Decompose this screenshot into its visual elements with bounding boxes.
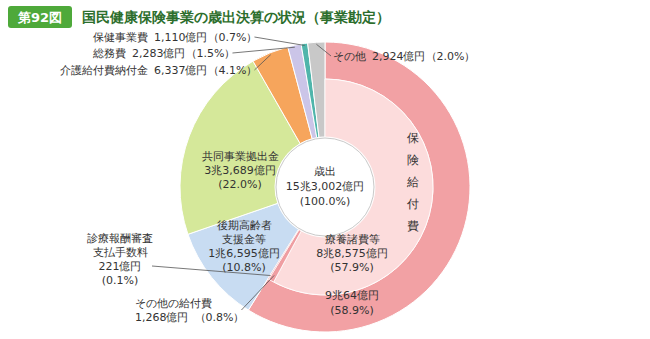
leader-line — [254, 55, 270, 70]
slice-label: 介護給付費納付金 6,337億円（4.1%） — [60, 64, 257, 77]
category-label: 共同事業拠出金 — [202, 150, 279, 163]
title: 国民健康保険事業の歳出決算の状況（事業勘定） — [82, 9, 390, 25]
slice-label: 1,268億円 （0.8%） — [135, 311, 244, 324]
center-hole — [276, 138, 374, 236]
leader-line — [241, 275, 274, 310]
center-value: 15兆3,002億円 — [286, 180, 365, 193]
figure-label: 第92図 — [17, 10, 62, 25]
label-part: 介護給付費納付金 — [60, 64, 148, 77]
percent-label: (0.1%) — [102, 274, 139, 287]
label-part: （4.1%） — [208, 64, 258, 77]
label-part: 総務費 — [92, 47, 126, 60]
label-part: 保健事業費 — [93, 31, 148, 44]
labels: 歳出 15兆3,002億円 (100.0%) 保険給付費 9兆64億円 (58.9%) 後期… — [60, 31, 475, 324]
value-label: 1兆6,595億円 — [208, 247, 280, 260]
value-label: 9兆64億円 — [325, 289, 379, 302]
leader-line — [316, 44, 331, 56]
percent-label: (57.9%) — [330, 261, 374, 274]
slice-label: 保健事業費 1,110億円（0.7%） — [93, 31, 257, 44]
leader-line — [152, 266, 270, 276]
label-part: その他 — [333, 50, 366, 63]
category-label: その他の給付費 — [135, 297, 212, 310]
category-label: 診療報酬審査支払手数料 — [87, 232, 153, 259]
label-part: （2.0%） — [426, 50, 476, 63]
value-label: 221億円 — [99, 260, 142, 273]
slice-label: 総務費 2,283億円（1.5%） — [92, 47, 235, 60]
label-part: 2,283億円 — [132, 47, 186, 60]
slice-label: その他 2,924億円（2.0%） — [333, 50, 475, 63]
figure-label-box — [8, 6, 72, 28]
label-part: （0.7%） — [208, 31, 258, 44]
value-label: 3兆3,689億円 — [204, 164, 276, 177]
label-part: 6,337億円 — [154, 64, 208, 77]
percent-label: (58.9%) — [330, 304, 374, 317]
leader-line — [232, 47, 294, 53]
category-label: 後期高齢者支援金等 — [217, 219, 272, 246]
category-label: 療養諸費等 — [325, 233, 380, 246]
center-percent: (100.0%) — [300, 195, 351, 208]
label-part: 1,110億円 — [154, 31, 208, 44]
label-part: （1.5%） — [186, 47, 236, 60]
center-label: 歳出 — [314, 165, 336, 178]
sub-slice — [274, 79, 433, 295]
label-part: 2,924億円 — [372, 50, 426, 63]
label-part: 1,268億円 — [135, 311, 189, 324]
category-label: 保険給付費 — [406, 131, 419, 233]
slice — [308, 42, 325, 137]
value-label: 8兆8,575億円 — [316, 247, 388, 260]
slices — [180, 42, 470, 332]
percent-label: (22.0%) — [218, 178, 262, 191]
label-part: （0.8%） — [195, 311, 245, 324]
chart: 第92図 国民健康保険事業の歳出決算の状況（事業勘定） 歳出 15兆3,002億円 (1… — [0, 0, 650, 339]
slice — [248, 42, 470, 332]
leader-line — [254, 37, 304, 45]
